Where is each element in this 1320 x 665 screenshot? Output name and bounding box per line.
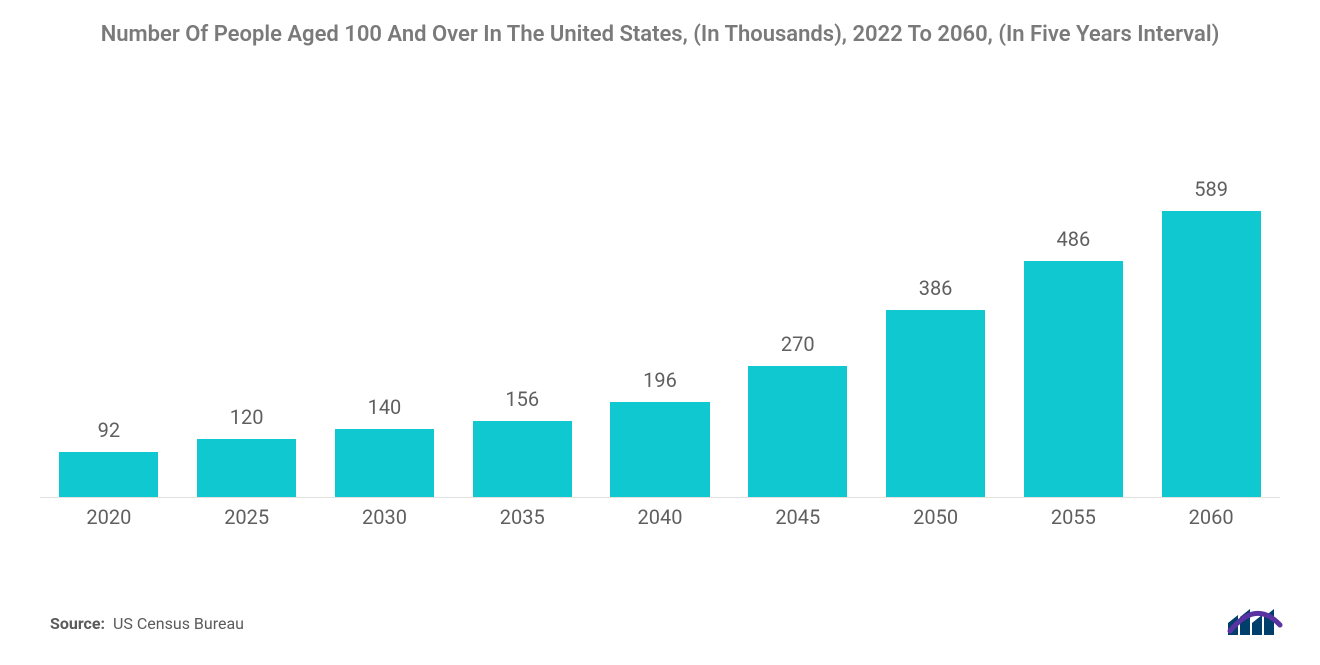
bar-value-label: 589 [1194, 177, 1228, 201]
bar-value-label: 92 [98, 418, 120, 442]
x-label-slot: 2040 [591, 505, 729, 535]
bar-rect [335, 429, 434, 497]
bar-value-label: 386 [919, 276, 953, 300]
bar-rect [473, 421, 572, 497]
bar-slot: 386 [867, 140, 1005, 497]
x-axis-label: 2035 [500, 505, 545, 529]
chart-title-wrap: Number Of People Aged 100 And Over In Th… [0, 0, 1320, 50]
x-axis-label: 2045 [775, 505, 820, 529]
x-label-slot: 2025 [178, 505, 316, 535]
x-label-slot: 2030 [316, 505, 454, 535]
x-label-slot: 2045 [729, 505, 867, 535]
source-row: Source: US Census Bureau [50, 614, 244, 633]
bar-rect [59, 452, 158, 497]
bar-value-label: 196 [643, 368, 677, 392]
bar-value-label: 120 [230, 405, 264, 429]
x-axis-label: 2025 [224, 505, 269, 529]
bar-rect [610, 402, 709, 497]
bar-slot: 120 [178, 140, 316, 497]
chart-title: Number Of People Aged 100 And Over In Th… [101, 20, 1220, 50]
x-label-slot: 2050 [867, 505, 1005, 535]
bar-rect [1024, 261, 1123, 497]
x-axis-label: 2020 [86, 505, 131, 529]
x-axis-label: 2060 [1189, 505, 1234, 529]
chart-area: 92120140156196270386486589 2020202520302… [40, 140, 1280, 535]
x-label-slot: 2060 [1142, 505, 1280, 535]
bar-slot: 486 [1004, 140, 1142, 497]
bar-rect [197, 439, 296, 497]
source-label: Source: [50, 614, 105, 633]
bar-value-label: 270 [781, 332, 815, 356]
source-text: US Census Bureau [113, 614, 244, 633]
x-label-slot: 2020 [40, 505, 178, 535]
bar-slot: 156 [453, 140, 591, 497]
x-label-slot: 2055 [1004, 505, 1142, 535]
bar-rect [748, 366, 847, 497]
bar-rect [1162, 211, 1261, 497]
bar-rect [886, 310, 985, 497]
x-axis-line [40, 497, 1280, 498]
bar-slot: 589 [1142, 140, 1280, 497]
chart-bars: 92 120 140 156 196 270 386 486 589 [40, 140, 1280, 497]
x-axis-label: 2040 [638, 505, 683, 529]
x-axis-label: 2050 [913, 505, 958, 529]
x-axis-labels: 2020 2025 2030 2035 2040 2045 2050 2055 2060 [40, 505, 1280, 535]
x-label-slot: 2035 [453, 505, 591, 535]
bar-slot: 196 [591, 140, 729, 497]
bar-value-label: 486 [1056, 227, 1090, 251]
bar-value-label: 156 [505, 387, 539, 411]
x-axis-label: 2030 [362, 505, 407, 529]
bar-value-label: 140 [368, 395, 402, 419]
bar-slot: 270 [729, 140, 867, 497]
bar-slot: 92 [40, 140, 178, 497]
brand-logo-icon [1226, 605, 1284, 639]
bar-slot: 140 [316, 140, 454, 497]
x-axis-label: 2055 [1051, 505, 1096, 529]
